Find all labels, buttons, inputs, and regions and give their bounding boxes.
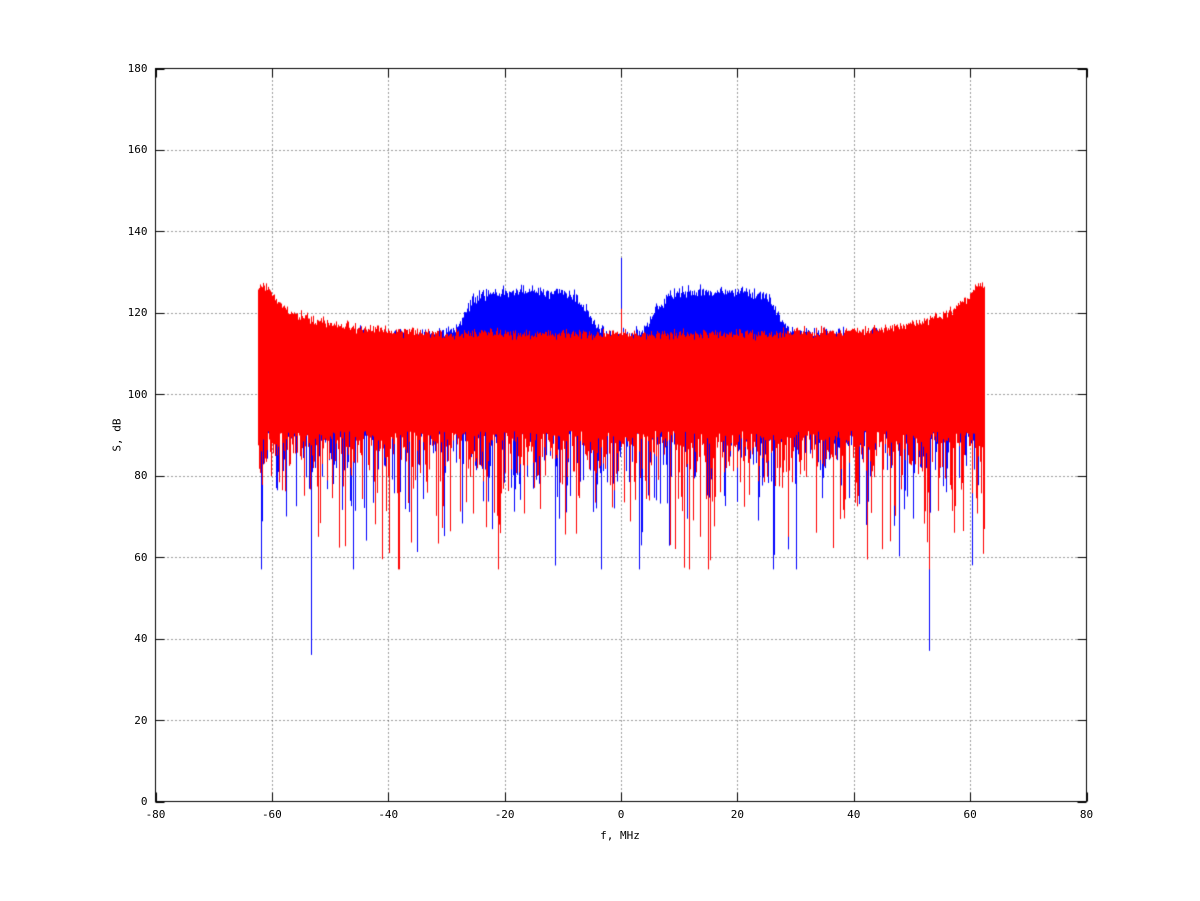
y-tick-label: 80: [134, 469, 148, 483]
x-tick-label: -80: [145, 807, 166, 821]
y-tick-label: 0: [140, 795, 148, 808]
y-tick-label: 160: [127, 143, 148, 157]
y-tick-label: 60: [134, 550, 148, 564]
x-tick-label: 80: [1079, 807, 1094, 821]
x-tick-label: -40: [378, 807, 399, 821]
x-tick-label: 60: [963, 807, 977, 821]
y-tick-label: 120: [127, 306, 148, 320]
y-tick-label: 40: [134, 632, 148, 646]
y-tick-label: 180: [127, 62, 148, 75]
x-tick-label: 0: [617, 807, 625, 821]
x-axis-label: f, MHz: [600, 829, 640, 842]
x-tick-label: -60: [261, 807, 282, 821]
x-tick-label: -20: [494, 807, 515, 821]
y-tick-label: 20: [134, 713, 148, 727]
y-tick-label: 140: [127, 224, 148, 238]
x-tick-label: 20: [730, 807, 744, 821]
y-axis-label: S, dB: [110, 418, 124, 452]
y-tick-label: 100: [127, 387, 148, 401]
x-tick-label: 40: [847, 807, 861, 821]
